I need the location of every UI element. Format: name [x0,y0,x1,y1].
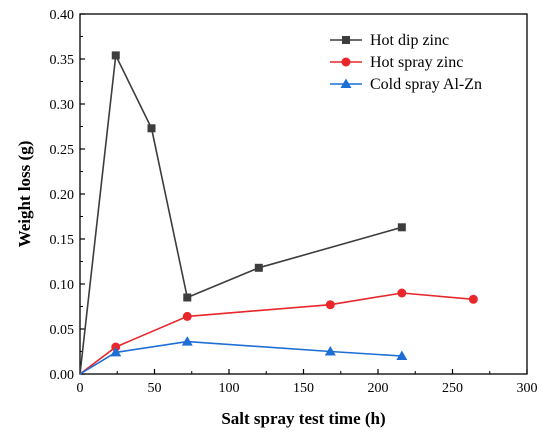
data-point-cold-spray-al-zn [110,346,122,357]
y-tick-label: 0.40 [50,8,75,23]
y-axis-title: Weight loss (g) [15,141,34,248]
data-point-cold-spray-al-zn [324,346,336,356]
series-line-cold-spray-al-zn [79,340,402,375]
x-axis-title: Salt spray test time (h) [221,409,385,428]
legend-marker [341,57,351,67]
x-tick-label: 50 [148,381,162,396]
y-tick-label: 0.30 [50,98,75,113]
data-point-hot-dip-zinc [183,293,192,302]
x-tick-label: 150 [293,381,314,396]
series-line-hot-dip-zinc [79,52,403,375]
data-point-cold-spray-al-zn [181,336,193,346]
legend: Hot dip zinc Hot spray zinc Cold spray Al-… [330,32,482,93]
x-tick-label: 300 [517,381,538,396]
x-tick-label: 0 [77,381,84,396]
y-tick-label: 0.10 [50,278,75,293]
x-tick-label: 250 [442,381,463,396]
x-tick-label: 100 [219,381,240,396]
legend-label: Cold spray Al-Zn [370,76,482,93]
y-tick-label: 0.20 [50,188,75,203]
x-tick-label: 200 [368,381,389,396]
data-point-hot-dip-zinc [397,223,406,232]
legend-label: Hot spray zinc [370,54,463,71]
data-point-hot-spray-zinc [182,311,192,321]
y-tick-label: 0.15 [50,233,75,248]
y-tick-label: 0.25 [50,143,75,158]
y-tick-label: 0.05 [50,323,75,338]
series-line-hot-spray-zinc [79,292,474,375]
y-tick-label: 0.35 [50,53,75,68]
y-tick-label: 0.00 [50,368,75,383]
plot-area: 0 50 100 150 200 250 300 0.00 0.05 0.10 0.15 0.20 0.… [50,8,538,396]
legend-marker [340,78,352,88]
data-point-hot-spray-zinc [325,300,335,310]
data-point-hot-spray-zinc [468,294,478,304]
legend-marker [342,36,350,44]
data-point-cold-spray-al-zn [396,350,408,360]
data-point-hot-dip-zinc [111,51,120,60]
data-point-hot-dip-zinc [254,263,263,272]
legend-label: Hot dip zinc [370,32,449,49]
data-point-hot-dip-zinc [147,124,156,133]
data-point-hot-spray-zinc [397,288,407,298]
